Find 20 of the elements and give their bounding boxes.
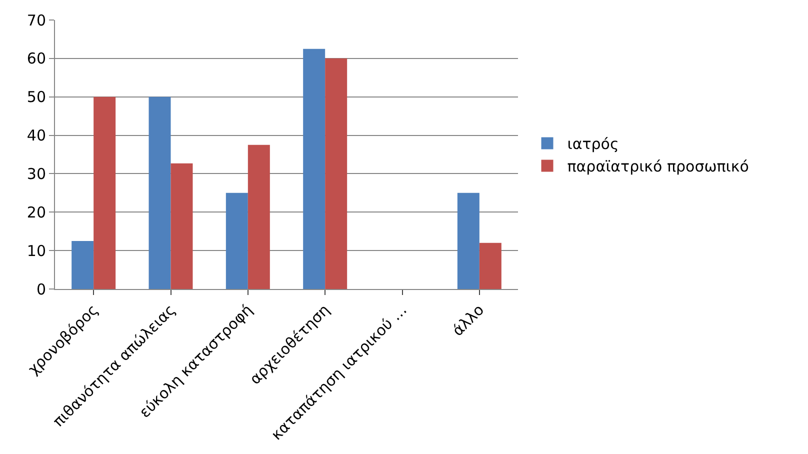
bar	[457, 192, 480, 289]
legend-label: παραϊατρικό προσωπικό	[567, 158, 749, 176]
y-tick-label: 0	[36, 280, 46, 298]
y-tick-label: 70	[26, 11, 46, 30]
y-tick-label: 40	[26, 126, 46, 145]
bar	[303, 48, 326, 289]
y-tick-label: 20	[26, 203, 46, 222]
bar	[170, 163, 193, 289]
y-tick-label: 10	[26, 242, 46, 260]
bar	[325, 58, 348, 289]
bar	[479, 242, 502, 289]
bar	[226, 192, 248, 289]
legend-label: ιατρός	[567, 135, 619, 154]
bar	[148, 96, 171, 289]
bar	[248, 144, 270, 289]
bar	[72, 240, 94, 289]
y-tick-label: 30	[26, 164, 46, 183]
bar	[94, 96, 116, 289]
y-tick-label: 60	[26, 50, 46, 68]
y-tick-label: 50	[26, 88, 46, 106]
